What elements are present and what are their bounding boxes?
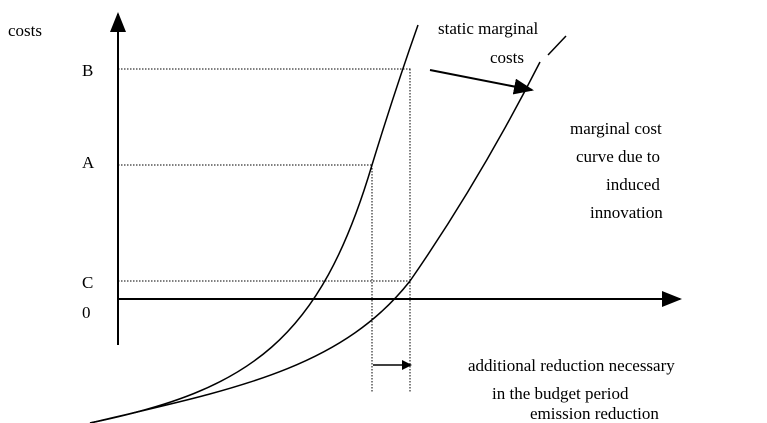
curve-label: static marginal	[438, 19, 539, 38]
curve-label: curve due to	[576, 147, 660, 166]
shift-arrow	[429, 69, 534, 95]
level-label: B	[82, 61, 93, 80]
annotation: in the budget period	[492, 384, 629, 403]
static-curve	[89, 24, 419, 423]
level-label: 0	[82, 303, 91, 322]
induced-curve	[89, 61, 541, 423]
axes	[110, 12, 682, 345]
level-label: A	[82, 153, 95, 172]
x-label: emission reduction	[530, 404, 659, 423]
annotation: additional reduction necessary	[468, 356, 675, 375]
level-label: C	[82, 273, 93, 292]
guides	[118, 68, 412, 392]
induced-curve-end	[547, 35, 567, 56]
curve-label: costs	[490, 48, 524, 67]
curve-label: innovation	[590, 203, 663, 222]
curve-label: induced	[606, 175, 660, 194]
curve-label: marginal cost	[570, 119, 662, 138]
y-label: costs	[8, 21, 42, 40]
